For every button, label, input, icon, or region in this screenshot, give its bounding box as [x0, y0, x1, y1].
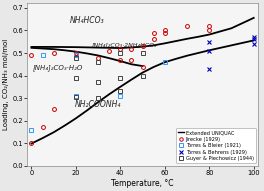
Text: NH₄HCO₃: NH₄HCO₃: [70, 16, 104, 25]
Legend: Extended UNIQUAC, Jirecke (1929), Torres & Bleier (1921), Torres & Behrens (1929: Extended UNIQUAC, Jirecke (1929), Torres…: [176, 128, 256, 163]
Y-axis label: Loading, CO₂/NH₃ mol/mol: Loading, CO₂/NH₃ mol/mol: [3, 39, 10, 130]
Text: NH₂COONH₄: NH₂COONH₄: [75, 100, 121, 109]
Text: [NH₄]₂CO₃·2NH₄HCO₃: [NH₄]₂CO₃·2NH₄HCO₃: [92, 42, 158, 47]
X-axis label: Temperature, °C: Temperature, °C: [111, 179, 174, 188]
Text: [NH₄]₂CO₃·H₂O: [NH₄]₂CO₃·H₂O: [33, 64, 83, 71]
